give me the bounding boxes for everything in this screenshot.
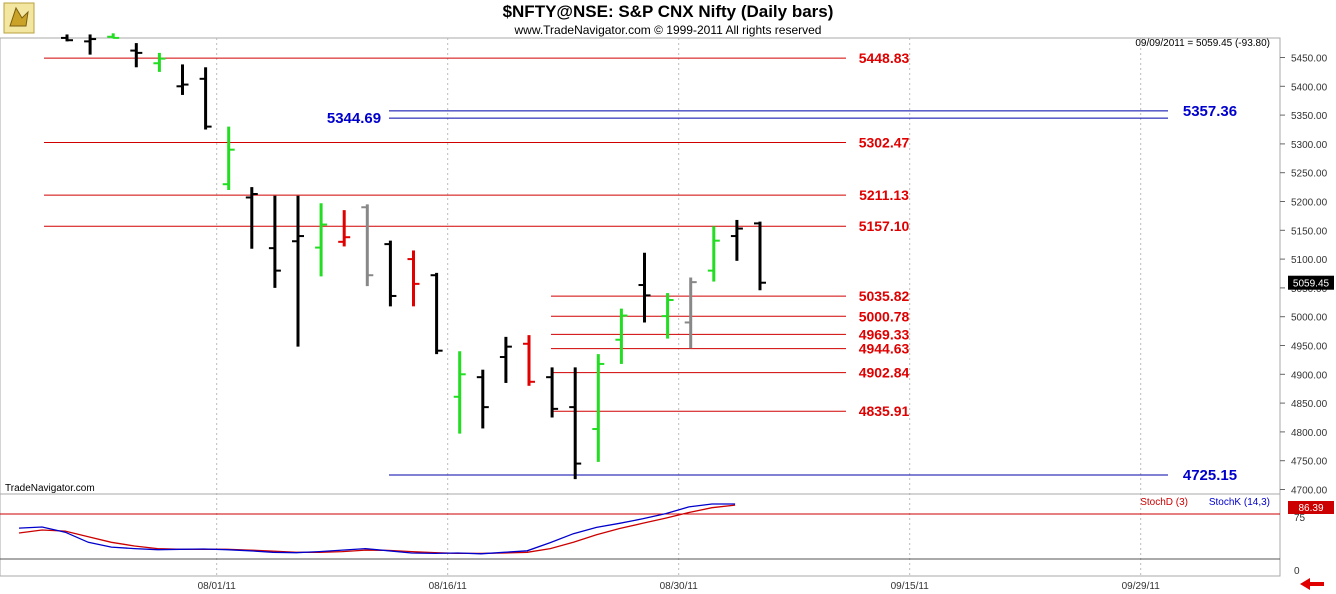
- level-label: 5157.10: [859, 218, 910, 234]
- ohlc-bar: [546, 367, 559, 418]
- price-tick-label: 4700.00: [1291, 486, 1328, 497]
- ohlc-bar: [84, 34, 97, 55]
- ohlc-bar: [661, 293, 674, 339]
- level-label: 4835.91: [859, 403, 910, 419]
- price-bars: [61, 33, 766, 480]
- ohlc-bar: [292, 195, 304, 347]
- svg-text:5059.45: 5059.45: [1293, 279, 1330, 290]
- price-tick-label: 5100.00: [1291, 255, 1328, 266]
- ohlc-bar: [153, 52, 166, 72]
- ohlc-bar: [523, 335, 535, 386]
- ohlc-bar: [476, 369, 489, 429]
- level-label: 5448.83: [859, 50, 910, 66]
- ohlc-bar: [245, 187, 258, 249]
- stoch-value-tag: 86.39: [1288, 501, 1334, 514]
- svg-text:86.39: 86.39: [1298, 503, 1323, 514]
- scroll-left-arrow-icon[interactable]: [1300, 578, 1324, 590]
- ohlc-bar: [684, 277, 697, 349]
- price-tick-label: 4850.00: [1291, 399, 1328, 410]
- price-tick-label: 5200.00: [1291, 198, 1328, 209]
- ohlc-bar: [707, 226, 720, 282]
- date-label: 09/15/11: [891, 581, 930, 592]
- price-tick-label: 5250.00: [1291, 169, 1328, 180]
- ohlc-bar: [499, 336, 512, 383]
- copyright-text: www.TradeNavigator.com © 1999-2011 All r…: [514, 23, 822, 37]
- date-label: 08/01/11: [198, 581, 237, 592]
- date-label: 09/29/11: [1122, 581, 1161, 592]
- level-label: 5211.13: [859, 187, 909, 203]
- ohlc-bar: [569, 367, 582, 480]
- chart-title: $NFTY@NSE: S&P CNX Nifty (Daily bars): [503, 2, 834, 21]
- price-tick-label: 4900.00: [1291, 370, 1328, 381]
- price-tick-label: 5000.00: [1291, 313, 1328, 324]
- price-tick-label: 4800.00: [1291, 428, 1328, 439]
- ohlc-bar: [222, 126, 235, 190]
- last-price-tag: 5059.45: [1288, 275, 1334, 290]
- price-tick-label: 4750.00: [1291, 457, 1328, 468]
- ohlc-bar: [453, 351, 466, 434]
- price-axis: 5450.00 5400.00 5350.00 5300.00 5250.00 5200.…: [1280, 54, 1328, 497]
- ohlc-bar: [199, 67, 212, 130]
- price-tick-label: 5400.00: [1291, 82, 1328, 93]
- ohlc-bar: [107, 33, 120, 39]
- ohlc-bar: [315, 203, 328, 277]
- stoch-tick-0: 0: [1294, 566, 1300, 577]
- ohlc-bar: [338, 210, 351, 247]
- level-label: 5302.47: [859, 134, 910, 150]
- ohlc-bar: [407, 250, 420, 307]
- header-area: [0, 0, 1336, 38]
- level-label: 5035.82: [859, 288, 910, 304]
- ohlc-bar: [615, 308, 628, 364]
- stochd-line: [18, 504, 736, 555]
- ohlc-bar: [130, 43, 143, 68]
- price-tick-label: 5450.00: [1291, 54, 1328, 65]
- last-value-readout: 09/09/2011 = 5059.45 (-93.80): [1135, 38, 1270, 49]
- price-tick-label: 5300.00: [1291, 140, 1328, 151]
- stochk-line: [18, 503, 736, 555]
- date-axis: 08/01/11 08/16/11 08/30/11 09/15/11 09/29/11: [198, 581, 1161, 592]
- level-label: 4725.15: [1183, 467, 1237, 484]
- ohlc-bar: [268, 195, 281, 288]
- ohlc-bar: [730, 219, 743, 261]
- ohlc-bar: [384, 240, 397, 307]
- level-label: 4902.84: [859, 365, 910, 381]
- ohlc-bar: [592, 354, 605, 462]
- ohlc-bar: [638, 252, 651, 323]
- ohlc-bar: [61, 34, 73, 42]
- stochk-legend: StochK (14,3): [1209, 497, 1270, 508]
- date-label: 08/30/11: [660, 581, 699, 592]
- stoch-tick-75: 75: [1294, 513, 1306, 524]
- level-label: 5000.78: [859, 308, 910, 324]
- stochastic-panel: [0, 493, 1281, 577]
- level-lines: 5448.83 5302.47 5211.13 5157.10 5035.82 5000.…: [44, 50, 1237, 484]
- ohlc-bar: [430, 272, 443, 355]
- level-label: 5344.69: [327, 110, 381, 127]
- ohlc-bar: [754, 221, 766, 291]
- price-tick-label: 5150.00: [1291, 226, 1328, 237]
- price-panel: [0, 37, 1281, 495]
- ohlc-bar: [176, 64, 189, 95]
- level-label: 4969.33: [859, 326, 910, 342]
- stochd-legend: StochD (3): [1140, 497, 1188, 508]
- stochastic-lines: [0, 503, 1280, 560]
- tradenavigator-logo-icon: [3, 2, 35, 34]
- level-label: 5357.36: [1183, 103, 1237, 120]
- price-tick-label: 4950.00: [1291, 342, 1328, 353]
- date-label: 08/16/11: [429, 581, 468, 592]
- ohlc-bar: [361, 204, 374, 287]
- price-tick-label: 5350.00: [1291, 111, 1328, 122]
- watermark-text: TradeNavigator.com: [5, 483, 95, 494]
- level-label: 4944.63: [859, 341, 910, 357]
